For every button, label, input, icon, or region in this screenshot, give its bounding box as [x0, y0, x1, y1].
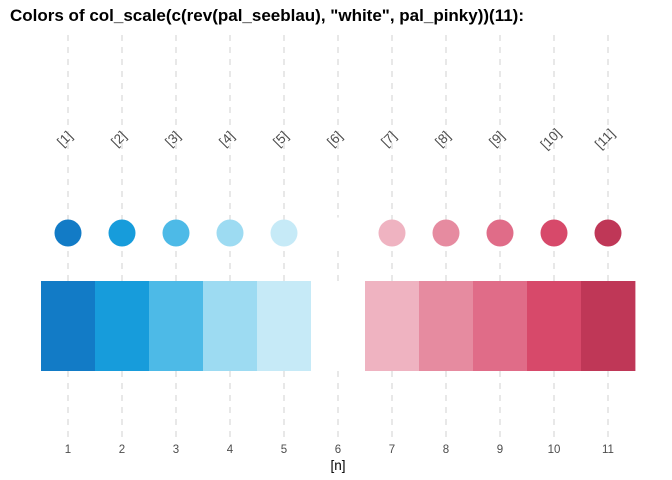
x-tick-11: 11 — [602, 444, 614, 456]
index-label-5: [5] — [270, 128, 291, 149]
x-tick-3: 3 — [173, 444, 179, 456]
x-tick-10: 10 — [548, 444, 561, 456]
color-bar-5 — [257, 281, 312, 371]
x-tick-6: 6 — [335, 444, 341, 456]
index-label-11: [11] — [592, 126, 618, 152]
x-tick-5: 5 — [281, 444, 287, 456]
index-label-8: [8] — [432, 128, 453, 149]
x-tick-8: 8 — [443, 444, 449, 456]
index-label-9: [9] — [486, 128, 507, 149]
index-label-3: [3] — [162, 128, 183, 149]
color-dot-10 — [540, 219, 568, 247]
color-bar-9 — [473, 281, 528, 371]
index-label-7: [7] — [378, 128, 399, 149]
color-bar-4 — [203, 281, 258, 371]
x-tick-2: 2 — [119, 444, 125, 456]
color-dot-5 — [270, 219, 298, 247]
index-label-10: [10] — [538, 126, 565, 153]
color-dots — [54, 217, 622, 249]
color-dot-7 — [378, 219, 406, 247]
index-label-2: [2] — [108, 128, 129, 149]
color-bar-3 — [149, 281, 204, 371]
x-tick-labels: 1 2 3 4 5 6 7 8 9 10 11 — [65, 444, 614, 456]
x-tick-7: 7 — [389, 444, 395, 456]
color-bar-8 — [419, 281, 474, 371]
index-labels: [1] [2] [3] [4] [5] [6] [7] [8] [9] [10] [11] — [54, 126, 618, 153]
color-dot-1 — [54, 219, 82, 247]
color-dot-3 — [162, 219, 190, 247]
color-bar-7 — [365, 281, 420, 371]
color-bar-10 — [527, 281, 582, 371]
x-tick-9: 9 — [497, 444, 503, 456]
color-dot-4 — [216, 219, 244, 247]
color-bar-2 — [95, 281, 150, 371]
color-bars — [41, 281, 636, 371]
index-label-4: [4] — [216, 128, 237, 149]
chart-title: Colors of col_scale(c(rev(pal_seeblau), … — [10, 6, 524, 25]
color-dot-8 — [432, 219, 460, 247]
x-axis-title: [n] — [330, 458, 345, 473]
color-dot-11 — [594, 219, 622, 247]
color-bar-11 — [581, 281, 636, 371]
index-label-1: [1] — [54, 128, 75, 149]
color-dot-2 — [108, 219, 136, 247]
x-tick-4: 4 — [227, 444, 234, 456]
color-dot-6 — [322, 217, 354, 249]
index-label-6: [6] — [324, 128, 345, 149]
color-bar-1 — [41, 281, 96, 371]
x-tick-1: 1 — [65, 444, 71, 456]
color-dot-9 — [486, 219, 514, 247]
color-bar-6 — [311, 281, 366, 371]
